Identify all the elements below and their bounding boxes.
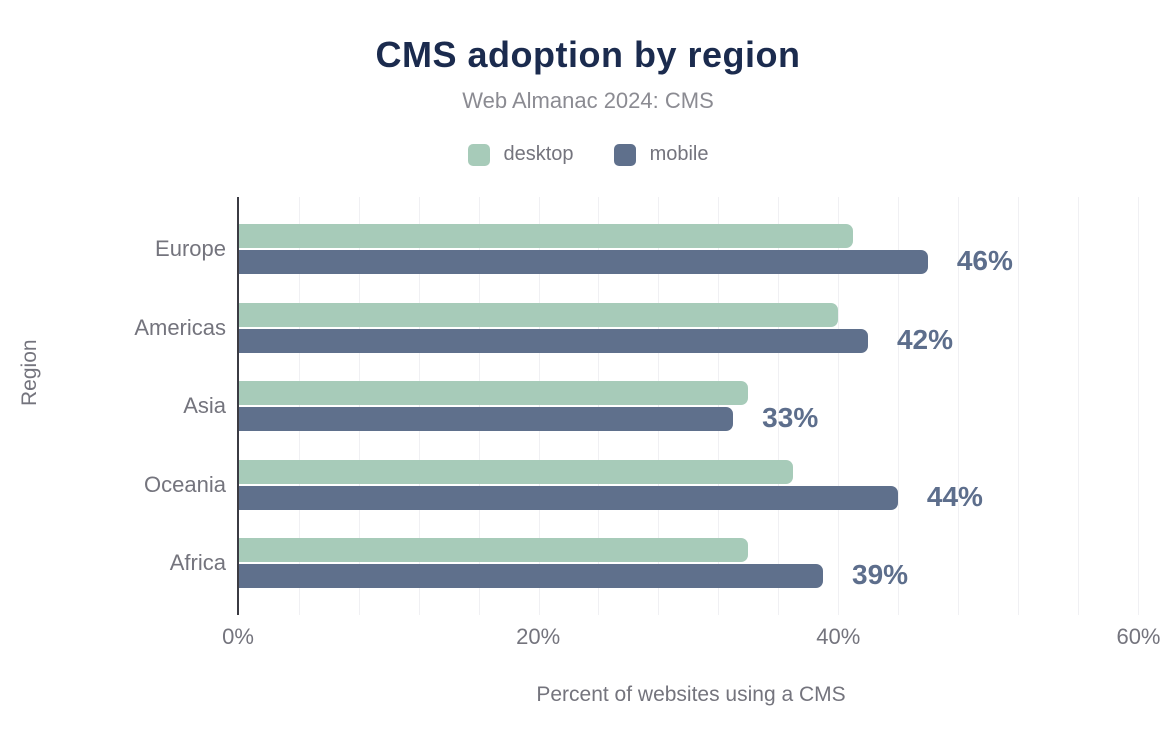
legend: desktop mobile: [0, 143, 1176, 166]
bar-desktop-americas: [239, 302, 838, 327]
gridline-32: [718, 197, 720, 615]
gridline-56: [1077, 197, 1079, 615]
desktop-swatch-icon: [467, 143, 490, 166]
category-label-americas: Americas: [134, 314, 226, 340]
category-label-asia: Asia: [183, 393, 226, 418]
bar-mobile-oceania: [239, 485, 898, 510]
bar-mobile-asia: [239, 407, 734, 431]
x-axis-ticks: 0% 20% 40% 60%: [222, 624, 1160, 650]
x-axis-title: Percent of websites using a CMS: [536, 683, 846, 706]
gridline-48: [957, 197, 959, 615]
mobile-swatch-icon: [613, 143, 636, 166]
legend-item-mobile: mobile: [613, 143, 709, 166]
category-label-africa: Africa: [169, 550, 226, 575]
bar-desktop-asia: [239, 381, 749, 405]
x-tick-60: 60%: [1116, 624, 1161, 649]
gridline-20: [538, 197, 540, 615]
gridline-24: [598, 197, 600, 615]
category-label-europe: Europe: [155, 236, 226, 261]
bar-group-europe: Europe 46%: [155, 224, 1145, 276]
bar-desktop-oceania: [239, 459, 794, 484]
bar-desktop-africa: [239, 538, 749, 562]
category-label-oceania: Oceania: [144, 471, 226, 497]
gridline-44: [897, 197, 899, 615]
legend-label-desktop: desktop: [503, 143, 574, 165]
bar-desktop-europe: [239, 224, 853, 248]
gridline-12: [418, 197, 420, 615]
value-label-asia: 33%: [762, 402, 819, 433]
value-label-africa: 39%: [852, 559, 909, 590]
gridline-8: [358, 197, 360, 615]
value-label-oceania: 44%: [926, 480, 983, 512]
gridline-52: [1017, 197, 1019, 615]
gridline-40: [838, 197, 839, 615]
value-label-europe: 46%: [956, 245, 1013, 276]
chart-title: CMS adoption by region: [375, 34, 801, 75]
value-label-americas: 42%: [896, 323, 953, 355]
gridline-16: [478, 197, 480, 615]
x-tick-40: 40%: [816, 624, 861, 649]
bar-group-africa: Africa 39%: [170, 538, 1145, 590]
gridline-28: [658, 197, 660, 615]
x-tick-0: 0%: [222, 624, 254, 649]
bar-mobile-americas: [239, 328, 868, 353]
bar-group-americas: Americas 42%: [134, 302, 1145, 355]
chart-subtitle: Web Almanac 2024: CMS: [462, 88, 714, 113]
plot-area: Europe 46% Americas 42% Asia 33% Oceania 44% Afr…: [134, 197, 1145, 615]
gridline-60: [1137, 197, 1139, 615]
bar-mobile-africa: [239, 564, 824, 588]
bar-group-asia: Asia 33%: [183, 381, 1145, 433]
bar-group-oceania: Oceania 44%: [144, 459, 1145, 512]
gridline-36: [778, 197, 780, 615]
gridline-4: [298, 197, 300, 615]
legend-item-desktop: desktop: [467, 143, 574, 166]
legend-label-mobile: mobile: [649, 143, 709, 165]
bar-mobile-europe: [239, 250, 928, 274]
x-tick-20: 20%: [516, 624, 561, 649]
